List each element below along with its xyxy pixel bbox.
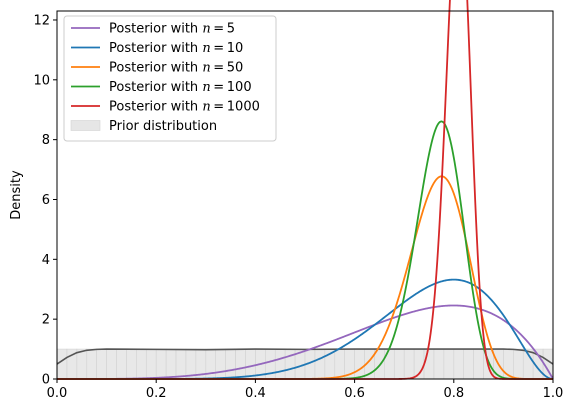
prior-histogram-bar [136, 348, 147, 380]
legend-box [63, 15, 277, 142]
prior-histogram-bar [225, 348, 236, 380]
legend-label: Posterior with n = 10 [109, 41, 243, 56]
x-tick-label: 0.8 [443, 386, 464, 401]
prior-histogram-bar [245, 348, 256, 380]
y-axis-label: Density [9, 170, 24, 220]
prior-histogram-bar [463, 348, 474, 380]
prior-histogram-bar [155, 348, 167, 380]
prior-histogram-bar [284, 348, 296, 380]
y-tick-label: 8 [42, 133, 50, 148]
legend-label: Prior distribution [109, 119, 217, 134]
prior-histogram-bar [116, 348, 127, 380]
x-tick-label: 0.2 [146, 386, 167, 401]
prior-histogram-bar [235, 348, 246, 380]
prior-histogram-bar [473, 348, 484, 380]
legend-label: Posterior with n = 1000 [109, 100, 260, 115]
prior-histogram-bar [334, 348, 345, 380]
plot-frame [56, 10, 554, 380]
prior-kde-line [56, 348, 554, 365]
y-tick-label: 12 [33, 13, 50, 28]
prior-histogram-bar [354, 348, 365, 380]
prior-histogram-bar [423, 348, 435, 380]
axis-ticks: 0.0 0.2 0.4 0.6 0.8 1.0 0 2 4 6 8 10 12 [33, 13, 563, 401]
prior-histogram-bar [86, 348, 97, 380]
prior-histogram-bar [443, 348, 455, 380]
legend-label: Posterior with n = 100 [109, 80, 252, 95]
prior-histogram-bar [76, 348, 88, 380]
y-tick-label: 6 [42, 193, 50, 208]
prior-histogram-bar [513, 348, 524, 380]
prior-histogram-bar [393, 348, 405, 380]
prior-histogram-bar [274, 348, 286, 380]
x-tick-label: 0.0 [47, 386, 68, 401]
prior-histogram-bar [175, 348, 187, 380]
prior-histogram-bar [314, 348, 326, 380]
prior-histogram-bar [96, 348, 107, 380]
prior-histogram-bar [106, 348, 117, 380]
prior-histogram-bar [145, 348, 157, 380]
y-tick-label: 10 [33, 73, 50, 88]
legend-patch-swatch [70, 120, 101, 131]
x-tick-label: 1.0 [543, 386, 564, 401]
y-tick-label: 4 [42, 253, 50, 268]
x-tick-label: 0.6 [344, 386, 365, 401]
prior-histogram-bar [126, 348, 137, 380]
legend-label: Posterior with n = 5 [109, 22, 235, 37]
x-tick-label: 0.4 [245, 386, 266, 401]
legend: Posterior with n = 5 Posterior with n = 1… [63, 15, 277, 142]
prior-histogram-bar [403, 348, 415, 380]
y-tick-label: 0 [42, 373, 50, 388]
prior-histogram-bar [453, 348, 465, 380]
legend-label: Posterior with n = 50 [109, 61, 243, 76]
prior-histogram-bar [215, 348, 226, 380]
y-tick-label: 2 [42, 313, 50, 328]
prior-histogram-bar [56, 348, 68, 380]
prior-histogram-bar [433, 348, 445, 380]
prior-histogram-bar [384, 348, 395, 380]
prior-histogram-bar [165, 348, 177, 380]
